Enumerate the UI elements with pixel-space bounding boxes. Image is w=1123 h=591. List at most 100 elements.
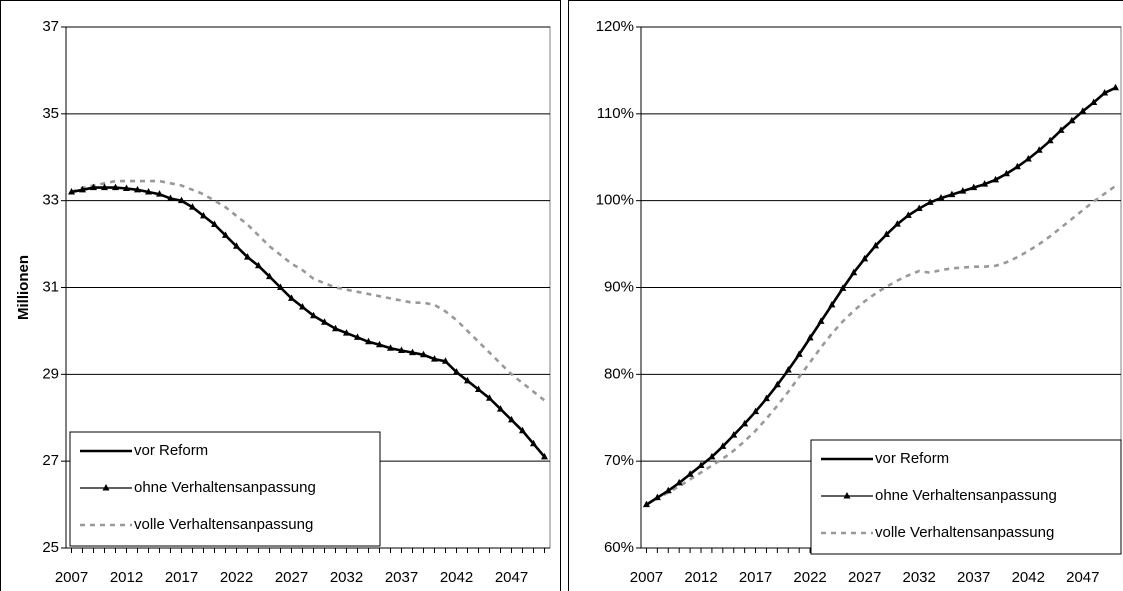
- triangle-marker: [530, 439, 537, 447]
- triangle-marker: [354, 333, 361, 340]
- x-tick-label: 2042: [1012, 569, 1045, 586]
- triangle-marker: [134, 185, 141, 193]
- triangle-marker: [795, 350, 803, 357]
- triangle-marker: [167, 194, 174, 201]
- y-tick-label: 60%: [604, 539, 634, 556]
- x-tick-label: 2037: [957, 569, 990, 586]
- triangle-marker: [893, 220, 901, 227]
- triangle-marker: [123, 184, 130, 192]
- triangle-marker: [266, 272, 273, 280]
- triangle-marker: [178, 196, 185, 204]
- triangle-marker: [398, 346, 405, 353]
- triangle-marker: [299, 303, 306, 310]
- legend-label: vor Reform: [875, 450, 949, 467]
- triangle-marker: [926, 198, 934, 205]
- triangle-marker: [343, 329, 350, 336]
- triangle-marker: [244, 253, 251, 260]
- triangle-marker: [1090, 98, 1098, 106]
- x-tick-label: 2017: [739, 569, 772, 586]
- legend-label: ohne Verhaltensanpassung: [134, 479, 316, 496]
- triangle-marker: [376, 340, 383, 348]
- triangle-marker: [1079, 107, 1087, 114]
- triangle-marker: [752, 407, 760, 415]
- triangle-marker: [310, 311, 317, 319]
- triangle-marker: [508, 415, 515, 423]
- triangle-marker: [101, 183, 108, 191]
- triangle-marker: [1068, 116, 1076, 124]
- triangle-marker: [686, 470, 694, 477]
- triangle-marker: [464, 376, 471, 384]
- triangle-marker: [90, 183, 97, 191]
- triangle-marker: [288, 294, 295, 301]
- triangle-marker: [741, 419, 749, 427]
- triangle-marker: [321, 318, 328, 325]
- panel-frame: [0, 0, 561, 591]
- triangle-marker: [642, 500, 650, 508]
- triangle-marker: [189, 203, 196, 210]
- triangle-marker: [497, 405, 504, 412]
- triangle-marker: [277, 283, 284, 290]
- triangle-marker: [1101, 88, 1109, 96]
- legend-label: ohne Verhaltensanpassung: [875, 487, 1057, 504]
- triangle-marker: [839, 284, 847, 291]
- triangle-marker: [882, 230, 890, 238]
- x-tick-label: 2012: [110, 569, 143, 586]
- triangle-marker: [453, 368, 460, 375]
- triangle-marker: [872, 241, 880, 249]
- triangle-marker: [1035, 146, 1043, 153]
- y-tick-label: 27: [42, 452, 59, 469]
- x-tick-label: 2007: [630, 569, 663, 586]
- legend-marker: [843, 492, 851, 499]
- triangle-marker: [806, 333, 814, 341]
- y-tick-label: 29: [42, 365, 59, 382]
- triangle-marker: [1002, 169, 1010, 177]
- y-tick-label: 70%: [604, 452, 634, 469]
- x-tick-label: 2047: [495, 569, 528, 586]
- triangle-marker: [719, 442, 727, 449]
- triangle-marker: [708, 452, 716, 460]
- series-line: [71, 179, 546, 402]
- triangle-marker: [541, 452, 548, 460]
- triangle-marker: [431, 355, 438, 362]
- triangle-marker: [1057, 126, 1065, 133]
- triangle-marker: [664, 486, 672, 494]
- y-tick-label: 35: [42, 105, 59, 122]
- triangle-marker: [828, 300, 836, 308]
- triangle-marker: [861, 254, 869, 262]
- triangle-marker: [409, 348, 416, 356]
- x-tick-label: 2012: [684, 569, 717, 586]
- triangle-marker: [1046, 136, 1054, 144]
- x-tick-label: 2037: [385, 569, 418, 586]
- x-tick-label: 2047: [1066, 569, 1099, 586]
- triangle-marker: [915, 204, 923, 211]
- legend-label: volle Verhaltensanpassung: [875, 524, 1054, 541]
- triangle-marker: [475, 385, 482, 393]
- triangle-marker: [762, 394, 770, 402]
- y-tick-label: 37: [42, 18, 59, 35]
- triangle-marker: [904, 211, 912, 218]
- triangle-marker: [959, 187, 967, 194]
- triangle-marker: [255, 261, 262, 269]
- x-tick-label: 2007: [55, 569, 88, 586]
- y-tick-label: 25: [42, 539, 59, 556]
- y-tick-label: 120%: [596, 18, 634, 35]
- triangle-marker: [784, 365, 792, 373]
- triangle-marker: [948, 190, 956, 198]
- x-tick-label: 2017: [165, 569, 198, 586]
- legend-marker: [102, 484, 110, 491]
- triangle-marker: [519, 426, 526, 434]
- triangle-marker: [387, 344, 394, 351]
- x-tick-label: 2042: [440, 569, 473, 586]
- y-tick-label: 33: [42, 192, 59, 209]
- triangle-marker: [697, 461, 705, 469]
- triangle-marker: [675, 478, 683, 486]
- x-tick-label: 2032: [902, 569, 935, 586]
- triangle-marker: [442, 357, 449, 364]
- panel-frame: [568, 0, 1123, 591]
- triangle-marker: [145, 187, 152, 195]
- triangle-marker: [200, 211, 207, 219]
- legend-label: vor Reform: [134, 442, 208, 459]
- triangle-marker: [233, 242, 240, 249]
- triangle-marker: [730, 431, 738, 438]
